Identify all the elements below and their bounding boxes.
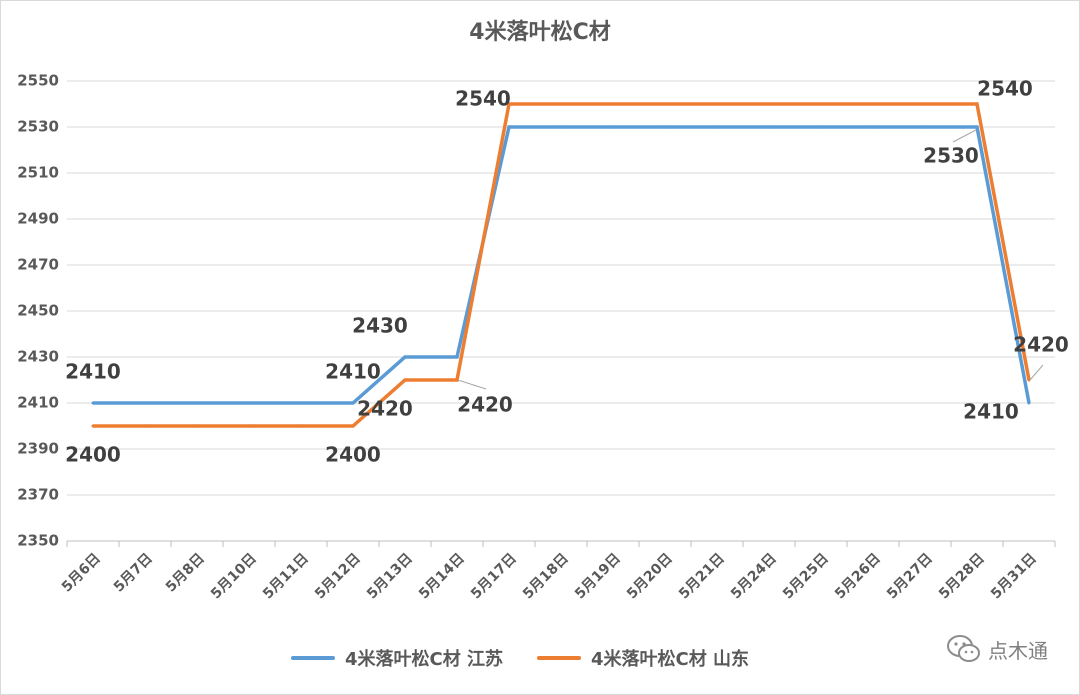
data-label: 2420 xyxy=(1013,333,1069,357)
data-point xyxy=(507,102,511,106)
y-tick-label: 2350 xyxy=(17,532,59,550)
y-tick-label: 2510 xyxy=(17,164,59,182)
data-point xyxy=(923,102,927,106)
data-point xyxy=(247,401,251,405)
data-point xyxy=(351,424,355,428)
data-point xyxy=(299,401,303,405)
data-label-leader xyxy=(952,129,977,143)
data-label: 2410 xyxy=(963,400,1019,424)
x-tick-label: 5月17日 xyxy=(468,551,520,603)
data-point xyxy=(975,125,979,129)
y-tick-label: 2390 xyxy=(17,440,59,458)
y-tick-label: 2470 xyxy=(17,256,59,274)
legend-swatch-jiangsu xyxy=(290,656,335,660)
y-tick-label: 2370 xyxy=(17,486,59,504)
x-tick-label: 5月25日 xyxy=(780,551,832,603)
data-point xyxy=(455,378,459,382)
x-tick-label: 5月12日 xyxy=(312,551,364,603)
data-point xyxy=(195,424,199,428)
data-point xyxy=(923,125,927,129)
data-point xyxy=(559,102,563,106)
data-point xyxy=(195,401,199,405)
x-tick-label: 5月19日 xyxy=(572,551,624,603)
x-tick-label: 5月11日 xyxy=(260,551,312,603)
data-point xyxy=(819,125,823,129)
data-point xyxy=(611,125,615,129)
data-point xyxy=(143,401,147,405)
legend-item-shandong: 4米落叶松C材 山东 xyxy=(537,645,749,671)
x-tick-label: 5月27日 xyxy=(884,551,936,603)
legend-swatch-shandong xyxy=(537,656,581,660)
data-point xyxy=(247,424,251,428)
data-point xyxy=(975,102,979,106)
watermark-text: 点木通 xyxy=(988,638,1048,663)
data-point xyxy=(663,125,667,129)
watermark: 点木通 xyxy=(946,634,1048,664)
data-point xyxy=(715,102,719,106)
data-point xyxy=(559,125,563,129)
data-point xyxy=(455,355,459,359)
legend-item-jiangsu: 4米落叶松C材 江苏 xyxy=(290,645,503,671)
data-label: 2430 xyxy=(352,314,408,338)
data-label: 2410 xyxy=(325,360,381,384)
y-tick-label: 2430 xyxy=(17,348,59,366)
data-point xyxy=(663,102,667,106)
data-point xyxy=(767,102,771,106)
data-label: 2420 xyxy=(457,393,513,417)
y-tick-label: 2530 xyxy=(17,118,59,136)
data-label: 2530 xyxy=(923,144,979,168)
x-tick-label: 5月31日 xyxy=(988,551,1040,603)
data-point xyxy=(1027,401,1031,405)
x-tick-label: 5月20日 xyxy=(624,551,676,603)
data-label-leader xyxy=(457,379,487,390)
x-tick-label: 5月6日 xyxy=(59,551,104,596)
x-tick-label: 5月28日 xyxy=(936,551,988,603)
data-point xyxy=(819,102,823,106)
data-label: 2420 xyxy=(357,397,413,421)
y-tick-label: 2450 xyxy=(17,302,59,320)
data-point xyxy=(299,424,303,428)
data-label-leader xyxy=(1029,364,1044,381)
x-tick-label: 5月21日 xyxy=(676,551,728,603)
x-tick-label: 5月24日 xyxy=(728,551,780,603)
data-label: 2410 xyxy=(65,360,121,384)
x-tick-label: 5月7日 xyxy=(111,551,156,596)
wechat-icon xyxy=(947,635,980,662)
legend-label-shandong: 4米落叶松C材 山东 xyxy=(591,649,750,670)
y-tick-label: 2550 xyxy=(17,72,59,90)
y-tick-label: 2410 xyxy=(17,394,59,412)
data-point xyxy=(403,355,407,359)
data-point xyxy=(403,378,407,382)
x-tick-label: 5月13日 xyxy=(364,551,416,603)
data-label: 2540 xyxy=(455,87,511,111)
x-tick-label: 5月8日 xyxy=(163,551,208,596)
data-point xyxy=(871,102,875,106)
chart-legend: 4米落叶松C材 江苏 4米落叶松C材 山东 xyxy=(0,645,1080,671)
data-point xyxy=(143,424,147,428)
data-point xyxy=(91,424,95,428)
y-tick-label: 2490 xyxy=(17,210,59,228)
x-tick-label: 5月18日 xyxy=(520,551,572,603)
x-tick-label: 5月26日 xyxy=(832,551,884,603)
data-label: 2400 xyxy=(65,443,121,467)
data-point xyxy=(715,125,719,129)
data-point xyxy=(611,102,615,106)
data-label: 2400 xyxy=(325,443,381,467)
data-point xyxy=(91,401,95,405)
data-label: 2540 xyxy=(977,77,1033,101)
chart-title: 4米落叶松C材 xyxy=(469,20,611,45)
data-point xyxy=(767,125,771,129)
x-tick-label: 5月14日 xyxy=(416,551,468,603)
data-point xyxy=(351,401,355,405)
data-point xyxy=(871,125,875,129)
x-tick-label: 5月10日 xyxy=(208,551,260,603)
data-point xyxy=(507,125,511,129)
data-point xyxy=(1027,378,1031,382)
legend-label-jiangsu: 4米落叶松C材 江苏 xyxy=(344,649,503,670)
